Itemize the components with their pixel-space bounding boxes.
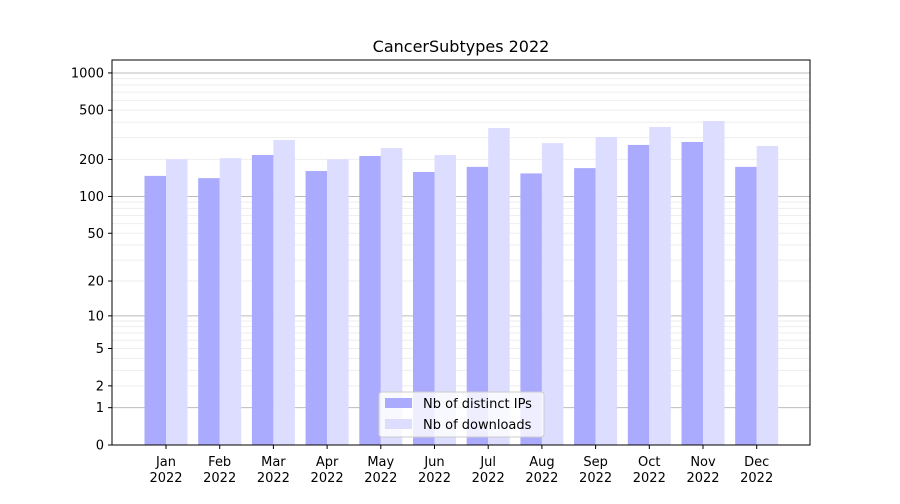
bar-downloads: [273, 140, 295, 445]
x-tick-label: Nov: [690, 455, 716, 470]
bar-distinct-ips: [520, 173, 542, 445]
bar-downloads: [756, 145, 779, 445]
bar-downloads: [703, 121, 725, 445]
x-tick-label-year: 2022: [311, 471, 344, 486]
x-tick-label-year: 2022: [418, 471, 451, 486]
x-tick-label: Feb: [208, 455, 231, 470]
x-tick-label: May: [367, 455, 394, 470]
x-tick-label-year: 2022: [149, 471, 182, 486]
y-tick-label: 200: [79, 153, 104, 168]
bar-distinct-ips: [681, 141, 703, 445]
x-tick-label-year: 2022: [686, 471, 719, 486]
chart-title: CancerSubtypes 2022: [373, 37, 550, 56]
bar-distinct-ips: [466, 166, 489, 445]
bars: [144, 121, 779, 446]
x-tick-label: Sep: [583, 455, 608, 470]
bar-downloads: [219, 158, 242, 446]
x-tick-label: Oct: [638, 455, 660, 470]
y-tick-label: 500: [79, 104, 104, 119]
legend: Nb of distinct IPs Nb of downloads: [378, 391, 545, 438]
bar-distinct-ips: [359, 156, 381, 445]
y-tick-label: 2: [96, 379, 104, 394]
x-tick-label-year: 2022: [525, 471, 558, 486]
legend-swatch-ips: [385, 398, 412, 408]
legend-swatch-downloads: [385, 419, 412, 429]
x-tick-label-year: 2022: [579, 471, 612, 486]
x-tick-label: Aug: [529, 455, 554, 470]
bar-downloads: [649, 126, 671, 445]
bar-downloads: [434, 155, 456, 446]
bar-distinct-ips: [198, 178, 220, 445]
x-axis: Jan2022Feb2022Mar2022Apr2022May2022Jun20…: [149, 445, 773, 486]
x-tick-label-year: 2022: [472, 471, 505, 486]
legend-label-downloads: Nb of downloads: [423, 418, 532, 433]
x-tick-label: Apr: [316, 455, 339, 470]
bar-distinct-ips: [574, 168, 596, 446]
x-tick-label: Jun: [423, 455, 444, 470]
x-tick-label: Mar: [261, 455, 286, 470]
bar-distinct-ips: [144, 175, 166, 445]
y-axis: 0 1 2 5 10 20 50 100 200 500 1000: [71, 66, 112, 454]
x-tick-label: Jul: [479, 455, 496, 470]
bar-distinct-ips: [251, 155, 274, 446]
x-tick-label-year: 2022: [257, 471, 290, 486]
y-tick-label: 20: [87, 275, 104, 290]
y-tick-label: 5: [96, 342, 104, 357]
bar-downloads: [166, 159, 188, 446]
y-tick-label: 1: [96, 401, 104, 416]
bar-downloads: [327, 159, 349, 446]
y-tick-label: 100: [79, 190, 104, 205]
bar-distinct-ips: [627, 144, 650, 446]
x-tick-label-year: 2022: [364, 471, 397, 486]
x-tick-label: Dec: [744, 455, 769, 470]
y-tick-label: 10: [87, 309, 104, 324]
legend-label-ips: Nb of distinct IPs: [423, 397, 532, 412]
bar-distinct-ips: [305, 171, 328, 445]
axes-frame: [111, 59, 811, 446]
x-tick-label-year: 2022: [203, 471, 236, 486]
x-tick-label: Jan: [155, 455, 176, 470]
x-tick-label-year: 2022: [633, 471, 666, 486]
bar-downloads: [595, 136, 618, 445]
bar-downloads: [541, 143, 564, 445]
bar-downloads: [488, 128, 510, 445]
x-tick-label-year: 2022: [740, 471, 773, 486]
y-tick-label: 1000: [71, 66, 104, 81]
bar-distinct-ips: [413, 172, 435, 445]
bar-distinct-ips: [735, 166, 757, 445]
y-tick-label: 50: [87, 227, 104, 242]
bar-downloads: [380, 148, 403, 445]
y-tick-label: 0: [96, 439, 104, 454]
